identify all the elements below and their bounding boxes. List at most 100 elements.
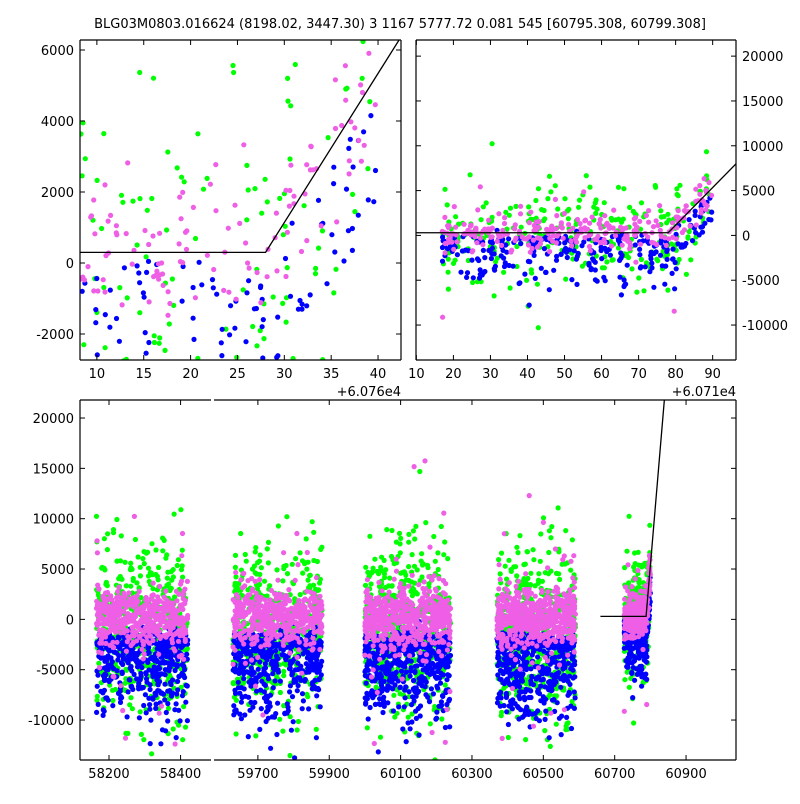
- magenta-point: [167, 301, 172, 306]
- magenta-point: [448, 231, 453, 236]
- magenta-point: [234, 297, 239, 302]
- green-point: [665, 288, 670, 293]
- blue-point: [324, 281, 329, 286]
- green-point: [333, 267, 338, 272]
- magenta-point: [537, 219, 542, 224]
- blue-point: [197, 260, 202, 265]
- green-point: [164, 227, 169, 232]
- green-point: [674, 186, 679, 191]
- blue-point: [116, 653, 121, 658]
- magenta-point: [95, 623, 100, 628]
- magenta-point: [258, 300, 263, 305]
- blue-point: [318, 704, 323, 709]
- green-point: [389, 554, 394, 559]
- green-point: [149, 428, 154, 433]
- green-point: [300, 571, 305, 576]
- green-point: [513, 204, 518, 209]
- magenta-point: [611, 225, 616, 230]
- magenta-point: [211, 267, 216, 272]
- magenta-point: [193, 295, 198, 300]
- magenta-point: [162, 604, 167, 609]
- blue-point: [376, 749, 381, 754]
- magenta-point: [177, 195, 182, 200]
- green-point: [254, 343, 259, 348]
- green-point: [577, 198, 582, 203]
- green-point: [365, 570, 370, 575]
- blue-point: [159, 690, 164, 695]
- green-point: [149, 751, 154, 756]
- magenta-point: [103, 600, 108, 605]
- green-point: [202, 480, 207, 485]
- blue-point: [368, 113, 373, 118]
- green-point: [169, 569, 174, 574]
- green-point: [189, 429, 194, 434]
- green-point: [233, 553, 238, 558]
- blue-point: [153, 671, 158, 676]
- blue-point: [106, 698, 111, 703]
- blue-point: [263, 683, 268, 688]
- magenta-point: [569, 243, 574, 248]
- magenta-point: [179, 216, 184, 221]
- blue-point: [233, 655, 238, 660]
- blue-point: [253, 675, 258, 680]
- blue-point: [144, 270, 149, 275]
- magenta-point: [96, 650, 101, 655]
- magenta-point: [587, 221, 592, 226]
- green-point: [383, 567, 388, 572]
- blue-point: [254, 306, 259, 311]
- green-point: [313, 271, 318, 276]
- magenta-point: [134, 602, 139, 607]
- green-point: [140, 556, 145, 561]
- green-point: [284, 320, 289, 325]
- green-point: [441, 552, 446, 557]
- magenta-point: [499, 243, 504, 248]
- y-tick-label: 4000: [41, 115, 74, 130]
- green-point: [566, 216, 571, 221]
- blue-point: [79, 367, 84, 372]
- magenta-point: [536, 225, 541, 230]
- blue-point: [310, 682, 315, 687]
- green-point: [627, 514, 632, 519]
- green-point: [659, 214, 664, 219]
- green-point: [536, 571, 541, 576]
- blue-point: [210, 277, 215, 282]
- blue-point: [165, 649, 170, 654]
- blue-point: [268, 693, 273, 698]
- green-point: [179, 175, 184, 180]
- green-point: [609, 216, 614, 221]
- green-point: [538, 531, 543, 536]
- blue-point: [268, 650, 273, 655]
- green-point: [548, 535, 553, 540]
- green-point: [138, 565, 143, 570]
- blue-point: [700, 230, 705, 235]
- green-point: [433, 559, 438, 564]
- green-point: [178, 507, 183, 512]
- blue-point: [265, 673, 270, 678]
- magenta-point: [126, 616, 131, 621]
- blue-point: [270, 714, 275, 719]
- blue-point: [291, 719, 296, 724]
- blue-point: [380, 710, 385, 715]
- magenta-point: [147, 299, 152, 304]
- green-point: [555, 206, 560, 211]
- blue-point: [619, 292, 624, 297]
- blue-point: [493, 264, 498, 269]
- green-point: [306, 578, 311, 583]
- magenta-point: [446, 225, 451, 230]
- green-point: [499, 551, 504, 556]
- green-point: [636, 275, 641, 280]
- magenta-point: [151, 606, 156, 611]
- blue-point: [490, 240, 495, 245]
- green-point: [584, 173, 589, 178]
- blue-point: [127, 677, 132, 682]
- blue-point: [75, 328, 80, 333]
- y-tick-label: 20000: [33, 412, 74, 427]
- y-tick-label: 6000: [41, 44, 74, 59]
- magenta-point: [241, 142, 246, 147]
- green-point: [151, 76, 156, 81]
- blue-point: [581, 239, 586, 244]
- magenta-point: [566, 222, 571, 227]
- green-point: [508, 206, 513, 211]
- magenta-point: [299, 249, 304, 254]
- blue-point: [147, 702, 152, 707]
